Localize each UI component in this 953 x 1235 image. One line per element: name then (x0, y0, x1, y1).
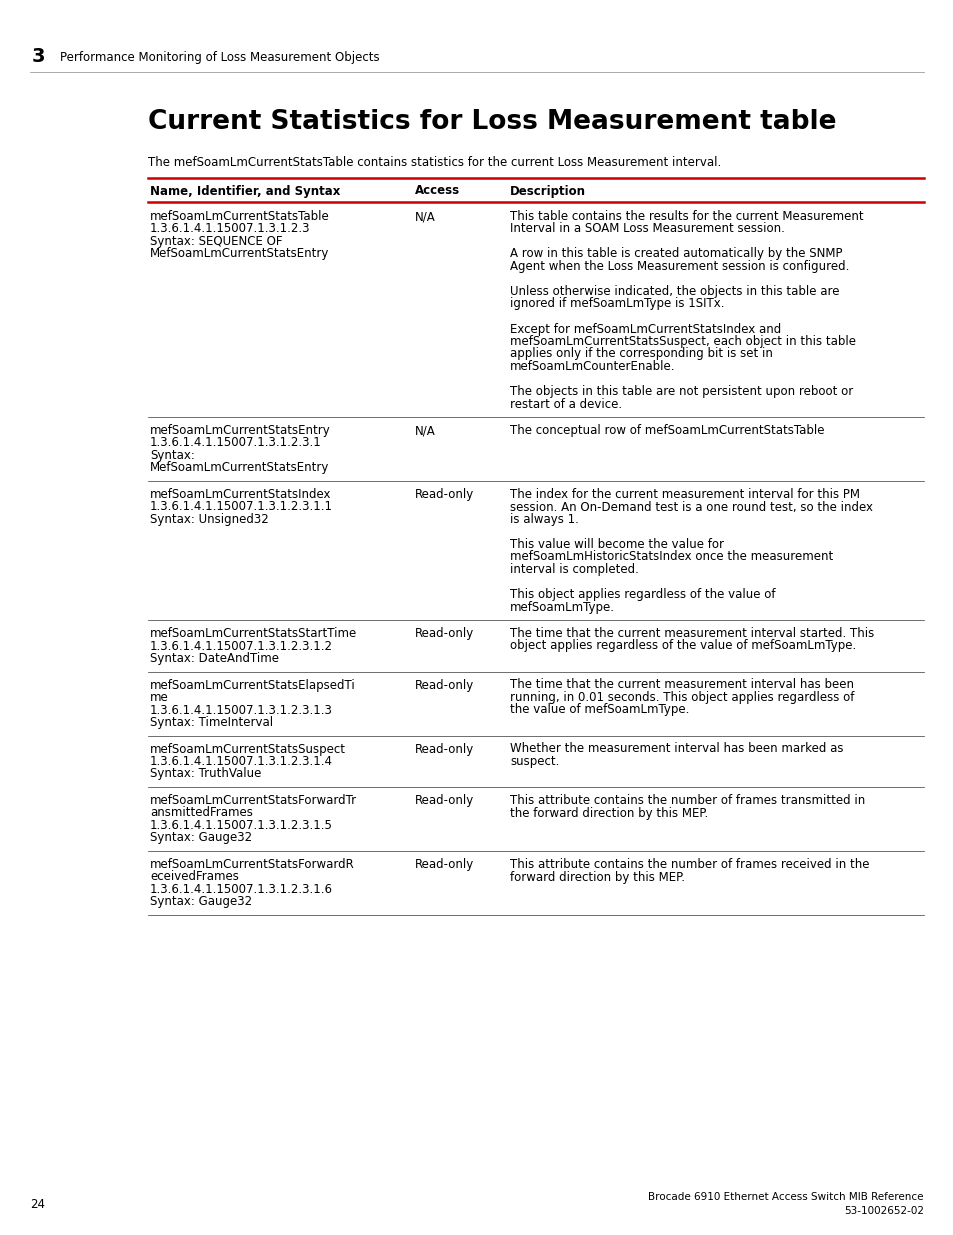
Text: This attribute contains the number of frames received in the: This attribute contains the number of fr… (510, 858, 868, 871)
Text: Unless otherwise indicated, the objects in this table are: Unless otherwise indicated, the objects … (510, 285, 839, 298)
Text: A row in this table is created automatically by the SNMP: A row in this table is created automatic… (510, 247, 841, 261)
Text: mefSoamLmCurrentStatsSuspect, each object in this table: mefSoamLmCurrentStatsSuspect, each objec… (510, 335, 855, 348)
Text: session. An On-Demand test is a one round test, so the index: session. An On-Demand test is a one roun… (510, 500, 872, 514)
Text: This object applies regardless of the value of: This object applies regardless of the va… (510, 588, 775, 601)
Text: the forward direction by this MEP.: the forward direction by this MEP. (510, 806, 707, 820)
Text: Read-only: Read-only (415, 794, 474, 806)
Text: The time that the current measurement interval started. This: The time that the current measurement in… (510, 627, 873, 640)
Text: restart of a device.: restart of a device. (510, 398, 621, 410)
Text: Syntax:: Syntax: (150, 450, 194, 462)
Text: applies only if the corresponding bit is set in: applies only if the corresponding bit is… (510, 347, 772, 361)
Text: Access: Access (415, 184, 459, 198)
Text: ansmittedFrames: ansmittedFrames (150, 806, 253, 820)
Text: 1.3.6.1.4.1.15007.1.3.1.2.3.1.6: 1.3.6.1.4.1.15007.1.3.1.2.3.1.6 (150, 883, 333, 897)
Text: mefSoamLmCurrentStatsSuspect: mefSoamLmCurrentStatsSuspect (150, 742, 346, 756)
Text: mefSoamLmCounterEnable.: mefSoamLmCounterEnable. (510, 359, 675, 373)
Text: Syntax: Gauge32: Syntax: Gauge32 (150, 831, 252, 845)
Text: Name, Identifier, and Syntax: Name, Identifier, and Syntax (150, 184, 340, 198)
Text: Read-only: Read-only (415, 858, 474, 871)
Text: suspect.: suspect. (510, 755, 558, 768)
Text: 1.3.6.1.4.1.15007.1.3.1.2.3.1.4: 1.3.6.1.4.1.15007.1.3.1.2.3.1.4 (150, 755, 333, 768)
Text: mefSoamLmCurrentStatsStartTime: mefSoamLmCurrentStatsStartTime (150, 627, 356, 640)
Text: mefSoamLmCurrentStatsElapsedTi: mefSoamLmCurrentStatsElapsedTi (150, 678, 355, 692)
Text: Except for mefSoamLmCurrentStatsIndex and: Except for mefSoamLmCurrentStatsIndex an… (510, 322, 781, 336)
Text: me: me (150, 692, 169, 704)
Text: mefSoamLmCurrentStatsForwardR: mefSoamLmCurrentStatsForwardR (150, 858, 355, 871)
Text: N/A: N/A (415, 210, 436, 224)
Text: 1.3.6.1.4.1.15007.1.3.1.2.3.1.1: 1.3.6.1.4.1.15007.1.3.1.2.3.1.1 (150, 500, 333, 514)
Text: Syntax: DateAndTime: Syntax: DateAndTime (150, 652, 278, 664)
Text: This table contains the results for the current Measurement: This table contains the results for the … (510, 210, 862, 224)
Text: Current Statistics for Loss Measurement table: Current Statistics for Loss Measurement … (148, 109, 836, 135)
Text: This attribute contains the number of frames transmitted in: This attribute contains the number of fr… (510, 794, 864, 806)
Text: Whether the measurement interval has been marked as: Whether the measurement interval has bee… (510, 742, 842, 756)
Text: Performance Monitoring of Loss Measurement Objects: Performance Monitoring of Loss Measureme… (60, 51, 379, 63)
Text: Interval in a SOAM Loss Measurement session.: Interval in a SOAM Loss Measurement sess… (510, 222, 784, 236)
Text: Read-only: Read-only (415, 488, 474, 501)
Text: 1.3.6.1.4.1.15007.1.3.1.2.3.1.5: 1.3.6.1.4.1.15007.1.3.1.2.3.1.5 (150, 819, 333, 832)
Text: 1.3.6.1.4.1.15007.1.3.1.2.3.1: 1.3.6.1.4.1.15007.1.3.1.2.3.1 (150, 436, 321, 450)
Text: Syntax: Unsigned32: Syntax: Unsigned32 (150, 513, 269, 526)
Text: Syntax: Gauge32: Syntax: Gauge32 (150, 895, 252, 909)
Text: Syntax: TimeInterval: Syntax: TimeInterval (150, 716, 273, 729)
Text: mefSoamLmHistoricStatsIndex once the measurement: mefSoamLmHistoricStatsIndex once the mea… (510, 551, 832, 563)
Text: Brocade 6910 Ethernet Access Switch MIB Reference: Brocade 6910 Ethernet Access Switch MIB … (648, 1192, 923, 1202)
Text: mefSoamLmCurrentStatsForwardTr: mefSoamLmCurrentStatsForwardTr (150, 794, 356, 806)
Text: 53-1002652-02: 53-1002652-02 (843, 1207, 923, 1216)
Text: MefSoamLmCurrentStatsEntry: MefSoamLmCurrentStatsEntry (150, 462, 329, 474)
Text: The objects in this table are not persistent upon reboot or: The objects in this table are not persis… (510, 385, 852, 398)
Text: MefSoamLmCurrentStatsEntry: MefSoamLmCurrentStatsEntry (150, 247, 329, 261)
Text: N/A: N/A (415, 424, 436, 437)
Text: Description: Description (510, 184, 585, 198)
Text: the value of mefSoamLmType.: the value of mefSoamLmType. (510, 704, 689, 716)
Text: interval is completed.: interval is completed. (510, 563, 639, 576)
Text: mefSoamLmCurrentStatsTable: mefSoamLmCurrentStatsTable (150, 210, 330, 224)
Text: mefSoamLmCurrentStatsEntry: mefSoamLmCurrentStatsEntry (150, 424, 331, 437)
Text: forward direction by this MEP.: forward direction by this MEP. (510, 871, 684, 883)
Text: Agent when the Loss Measurement session is configured.: Agent when the Loss Measurement session … (510, 261, 848, 273)
Text: ignored if mefSoamLmType is 1SITx.: ignored if mefSoamLmType is 1SITx. (510, 298, 723, 310)
Text: 24: 24 (30, 1198, 45, 1210)
Text: The index for the current measurement interval for this PM: The index for the current measurement in… (510, 488, 859, 501)
Text: mefSoamLmType.: mefSoamLmType. (510, 600, 615, 614)
Text: 3: 3 (32, 47, 46, 67)
Text: object applies regardless of the value of mefSoamLmType.: object applies regardless of the value o… (510, 640, 856, 652)
Text: Read-only: Read-only (415, 742, 474, 756)
Text: Read-only: Read-only (415, 678, 474, 692)
Text: running, in 0.01 seconds. This object applies regardless of: running, in 0.01 seconds. This object ap… (510, 692, 854, 704)
Text: 1.3.6.1.4.1.15007.1.3.1.2.3.1.3: 1.3.6.1.4.1.15007.1.3.1.2.3.1.3 (150, 704, 333, 716)
Text: The mefSoamLmCurrentStatsTable contains statistics for the current Loss Measurem: The mefSoamLmCurrentStatsTable contains … (148, 157, 720, 169)
Text: Read-only: Read-only (415, 627, 474, 640)
Text: Syntax: TruthValue: Syntax: TruthValue (150, 767, 261, 781)
Text: eceivedFrames: eceivedFrames (150, 871, 238, 883)
Text: 1.3.6.1.4.1.15007.1.3.1.2.3.1.2: 1.3.6.1.4.1.15007.1.3.1.2.3.1.2 (150, 640, 333, 652)
Text: This value will become the value for: This value will become the value for (510, 538, 723, 551)
Text: mefSoamLmCurrentStatsIndex: mefSoamLmCurrentStatsIndex (150, 488, 331, 501)
Text: is always 1.: is always 1. (510, 513, 578, 526)
Text: The time that the current measurement interval has been: The time that the current measurement in… (510, 678, 853, 692)
Text: The conceptual row of mefSoamLmCurrentStatsTable: The conceptual row of mefSoamLmCurrentSt… (510, 424, 823, 437)
Text: 1.3.6.1.4.1.15007.1.3.1.2.3: 1.3.6.1.4.1.15007.1.3.1.2.3 (150, 222, 310, 236)
Text: Syntax: SEQUENCE OF: Syntax: SEQUENCE OF (150, 235, 282, 248)
